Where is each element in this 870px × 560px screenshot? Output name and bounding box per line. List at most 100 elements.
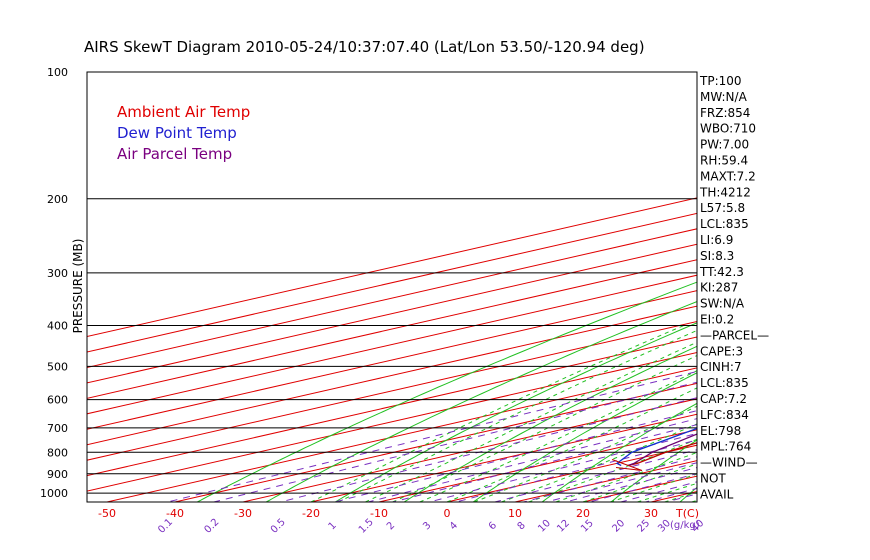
pressure-tick-label: 700 [47,422,68,435]
moist-adiabat-line [582,463,697,502]
isotherm-line [310,413,697,502]
legend: Ambient Air Temp Dew Point Temp Air Parcel… [117,103,250,163]
moist-adiabat-line [337,329,697,502]
index-label: TT:42.3 [699,265,744,279]
isotherm-line [242,398,697,502]
bottom-temp-tick-label: -40 [166,507,184,520]
isotherm-line [855,72,870,502]
mixing-ratio-tick-label: 10 [536,518,553,535]
mixing-ratio-line [392,424,697,502]
isotherm-line [514,460,697,502]
mixing-ratio-line [167,370,697,502]
mixing-ratio-lines [167,370,697,502]
mixing-ratio-tick-label: 8 [516,520,528,532]
pressure-tick-labels: 100 200 300 400 500 600 700 800 900 1000 [40,66,68,500]
legend-entry: Dew Point Temp [117,124,237,142]
isotherm-line [87,243,697,384]
y-axis-label: PRESSURE (MB) [71,239,85,334]
dry-adiabat-line [818,72,870,502]
index-label: AVAIL [700,487,734,501]
isotherm-line [87,228,697,368]
dry-adiabat-line [197,281,697,502]
mixing-ratio-tick-label: 2 [385,520,397,532]
moist-adiabat-line [474,405,697,502]
index-label: KI:287 [700,281,738,295]
isotherm-lines [87,72,870,502]
index-label: LFC:834 [700,408,749,422]
isotherm-line [87,212,697,353]
index-label: CAPE:3 [700,344,743,358]
mixing-ratio-tick-label: 4 [448,520,460,532]
pressure-tick-label: 1000 [40,487,68,500]
mixing-ratio-line [455,439,697,502]
series-line [615,427,697,467]
index-label: TP:100 [699,74,742,88]
index-label: CINH:7 [700,360,742,374]
isotherm-line [87,274,697,415]
mixing-ratio-unit: (g/kg) [670,520,700,531]
mixing-ratio-line [334,410,697,502]
index-label: PW:7.00 [700,138,749,152]
mixing-ratio-line [367,418,697,502]
index-label: L57:5.8 [700,201,745,215]
profile-lines [611,427,697,471]
index-label: SI:8.3 [700,249,734,263]
index-label: EL:798 [700,424,741,438]
index-label: LI:6.9 [700,233,733,247]
index-label: —PARCEL— [700,328,769,342]
pressure-tick-label: 600 [47,394,68,407]
index-label: LCL:835 [700,376,749,390]
pressure-tick-label: 800 [47,446,68,459]
index-label: WBO:710 [700,122,756,136]
mixing-ratio-line [523,456,697,502]
series-line [627,442,697,467]
mixing-ratio-tick-label: 0.5 [269,517,288,536]
moist-adiabat-lines [310,325,697,502]
mixing-ratio-line [546,462,697,502]
mixing-ratio-tick-label: 0.2 [203,517,222,536]
legend-entry: Ambient Air Temp [117,103,250,121]
mixing-ratio-tick-label: 15 [579,518,596,535]
isotherm-line [106,367,697,502]
isotherm-line [378,429,697,502]
index-label: CAP:7.2 [700,392,747,406]
index-label: NOT [700,472,726,486]
bottom-temp-tick-labels: -50 -40 -30 -20 -10 0 10 20 30 T(C) [98,507,699,520]
isotherm-line [87,351,697,492]
index-label: —WIND— [700,456,758,470]
index-label: RH:59.4 [700,154,748,168]
mixing-ratio-tick-label: 20 [611,518,628,535]
bottom-temp-tick-label: 30 [644,507,658,520]
dry-adiabat-lines [197,72,870,502]
moist-adiabat-line [501,423,697,502]
moist-adiabat-line [392,354,697,502]
index-label: MW:N/A [700,90,748,104]
isotherm-line [787,72,870,502]
dry-adiabat-line [541,402,697,502]
chart-title: AIRS SkewT Diagram 2010-05-24/10:37:07.4… [84,38,645,56]
pressure-tick-label: 300 [47,267,68,280]
pressure-tick-label: 500 [47,360,68,373]
surface-marker [611,459,643,471]
isotherm-line [87,321,697,461]
mixing-ratio-tick-label: 3 [421,520,433,532]
bottom-temp-tick-label: -20 [302,507,320,520]
bottom-temp-tick-label: 10 [508,507,522,520]
bottom-temp-tick-label: -50 [98,507,116,520]
index-label: EI:0.2 [700,313,734,327]
legend-entry: Air Parcel Temp [117,145,232,163]
pressure-tick-label: 900 [47,468,68,481]
index-label: LCL:835 [700,217,749,231]
pressure-tick-label: 400 [47,320,68,333]
isotherm-line [87,197,697,338]
mixing-ratio-line [620,481,697,502]
dry-adiabat-line [749,72,870,502]
dry-adiabat-line [265,301,697,502]
mixing-ratio-tick-label: 6 [487,520,499,532]
isotherm-line [174,382,697,502]
index-label: SW:N/A [700,297,745,311]
bottom-temp-tick-label: 20 [576,507,590,520]
plot-frame [86,71,698,503]
mixing-ratio-tick-label: 12 [555,518,572,535]
